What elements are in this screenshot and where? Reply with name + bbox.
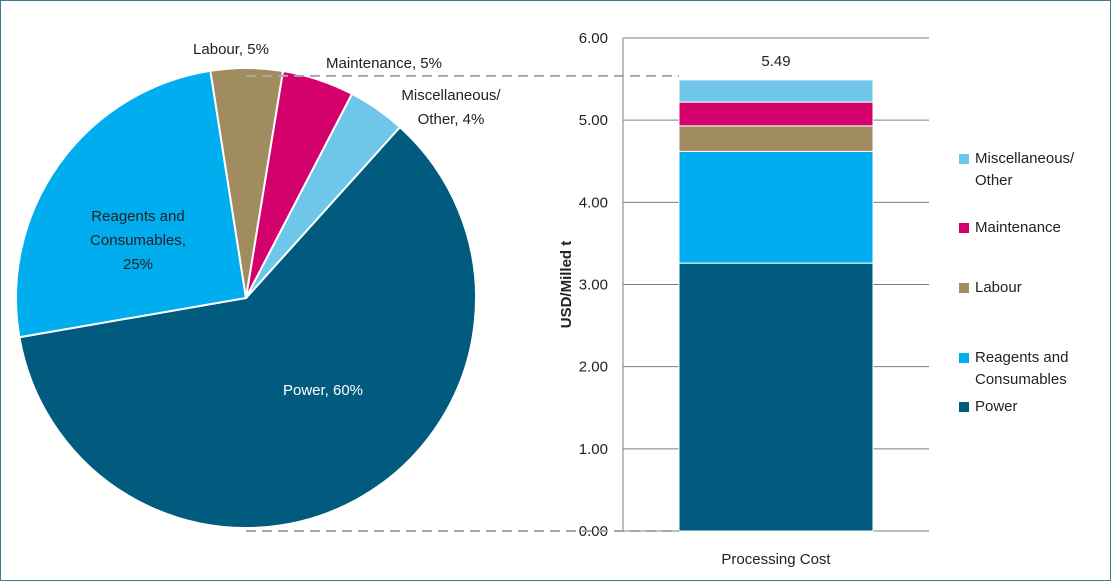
x-tick-label: Processing Cost — [721, 551, 831, 568]
total-label: 5.49 — [761, 53, 790, 70]
legend-label: Miscellaneous/ Other — [975, 150, 1075, 189]
legend-swatch — [959, 223, 969, 233]
y-tick-label: 4.00 — [579, 194, 608, 211]
bar-segment — [678, 150, 874, 264]
legend-swatch — [959, 402, 969, 412]
bar-segment — [678, 125, 874, 152]
pie-label: Labour, 5% — [193, 41, 269, 58]
pie-label: Reagents and Consumables, 25% — [90, 208, 186, 273]
legend-swatch — [959, 154, 969, 164]
legend-label: Maintenance — [975, 219, 1061, 236]
bar-segment — [678, 79, 874, 103]
legend-label: Power — [975, 398, 1018, 415]
y-tick-label: 2.00 — [579, 359, 608, 376]
legend-swatch — [959, 353, 969, 363]
bar-segment — [678, 101, 874, 127]
y-tick-label: 5.00 — [579, 112, 608, 129]
pie-slice — [18, 125, 477, 529]
y-tick-label: 3.00 — [579, 277, 608, 294]
legend-label: Reagents and Consumables — [975, 349, 1069, 388]
y-axis-label: USD/Milled t — [558, 241, 575, 329]
y-tick-label: 1.00 — [579, 441, 608, 458]
y-tick-label: 6.00 — [579, 30, 608, 47]
pie-slice — [15, 69, 248, 339]
legend-label: Labour — [975, 279, 1022, 296]
y-tick-label: 0.00 — [579, 523, 608, 540]
pie-label: Maintenance, 5% — [326, 55, 442, 72]
bar-segment — [678, 262, 874, 532]
legend-swatch — [959, 283, 969, 293]
pie-label: Miscellaneous/ Other, 4% — [401, 87, 501, 128]
pie-label: Power, 60% — [282, 382, 364, 399]
pie-slice — [245, 92, 402, 299]
